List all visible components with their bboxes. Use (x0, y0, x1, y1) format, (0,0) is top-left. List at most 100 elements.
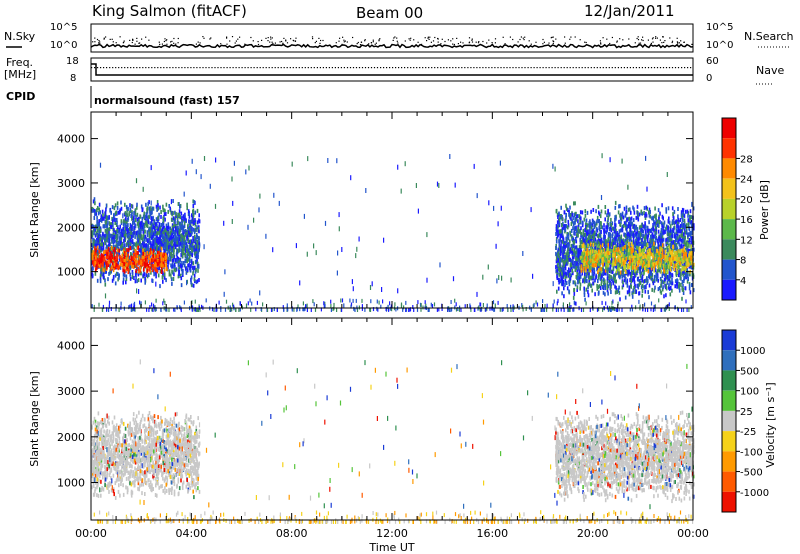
heatmap-cell (575, 260, 577, 265)
nsearch-dot (437, 41, 439, 43)
heatmap-cell (191, 248, 193, 253)
heatmap-cell (639, 273, 642, 278)
heatmap-cell (555, 239, 558, 244)
heatmap-cell (556, 289, 558, 294)
heatmap-cell (584, 209, 587, 214)
heatmap-cell (692, 206, 695, 211)
heatmap-cell (186, 206, 188, 211)
heatmap-cell (153, 243, 156, 248)
nave-dot (292, 67, 294, 69)
nave-dot (112, 67, 114, 69)
nsearch-dot (468, 41, 471, 43)
heatmap-cell (160, 253, 162, 258)
nave-dot (458, 67, 460, 69)
heatmap-cell (609, 246, 611, 251)
heatmap-cell (571, 219, 574, 224)
nave-dot (500, 67, 502, 69)
heatmap-cell (589, 226, 591, 231)
nave-dot (196, 67, 198, 69)
heatmap-cell (641, 229, 644, 234)
heatmap-cell (94, 268, 97, 273)
nave-dot (401, 67, 403, 69)
heatmap-cell (194, 210, 197, 215)
heatmap-cell (101, 266, 104, 271)
heatmap-cell (130, 264, 132, 269)
heatmap-cell (601, 279, 603, 284)
heatmap-cell (568, 209, 570, 214)
heatmap-cell (100, 214, 103, 219)
heatmap-cell (167, 225, 170, 230)
heatmap-cell (616, 233, 619, 238)
heatmap-cell (146, 264, 148, 269)
heatmap-cell (99, 210, 101, 215)
nave-dot (509, 67, 511, 69)
heatmap-cell (594, 292, 596, 297)
heatmap-cell (626, 239, 629, 244)
heatmap-cell (555, 237, 558, 241)
heatmap-cell (121, 253, 123, 258)
heatmap-cell (111, 216, 113, 221)
nsearch-dot (502, 36, 504, 38)
heatmap-cell (663, 277, 666, 282)
nave-dot (524, 67, 526, 69)
heatmap-cell (131, 240, 134, 245)
heatmap-cell (116, 218, 118, 222)
heatmap-cell (619, 213, 621, 218)
heatmap-cell (106, 216, 109, 221)
heatmap-cell (138, 228, 141, 233)
heatmap-cell (678, 234, 681, 239)
heatmap-cell (681, 226, 684, 231)
heatmap-cell (146, 251, 148, 255)
nsearch-dot (341, 43, 343, 45)
heatmap-cell (148, 200, 150, 205)
nave-dot (440, 67, 442, 69)
nave-dot (367, 67, 370, 69)
nsearch-dot (285, 40, 287, 42)
heatmap-cell (143, 272, 146, 277)
nave-dot (265, 67, 267, 69)
heatmap-cell (163, 268, 166, 273)
nave-dot (151, 67, 153, 69)
nsearch-dot (427, 37, 429, 39)
heatmap-cell (632, 218, 635, 223)
heatmap-cell (559, 234, 561, 239)
heatmap-cell (160, 244, 163, 249)
heatmap-cell (565, 206, 568, 211)
heatmap-cell (612, 280, 615, 285)
heatmap-cell (101, 242, 103, 247)
heatmap-cell (99, 237, 102, 241)
heatmap-cell (103, 265, 105, 270)
heatmap-cell (622, 241, 624, 246)
nsearch-dot (274, 42, 276, 44)
nave-dot (428, 67, 430, 69)
heatmap-cell (594, 278, 596, 283)
nave-dot (476, 67, 478, 69)
heatmap-cell (648, 283, 651, 288)
heatmap-cell (131, 232, 134, 237)
heatmap-cell (626, 290, 629, 295)
heatmap-cell (626, 224, 629, 229)
heatmap-cell (606, 220, 609, 225)
heatmap-cell (133, 261, 136, 266)
heatmap-cell (130, 214, 132, 218)
heatmap-cell (150, 223, 153, 228)
heatmap-cell (683, 269, 685, 274)
heatmap-cell (146, 224, 149, 228)
heatmap-cell (665, 209, 668, 214)
heatmap-cell (603, 238, 606, 243)
heatmap-cell (156, 223, 158, 228)
heatmap-cell (91, 260, 94, 265)
heatmap-cell (114, 250, 116, 255)
heatmap-cell (104, 220, 107, 225)
heatmap-cell (648, 274, 650, 279)
heatmap-cell (179, 224, 181, 229)
nave-dot (340, 67, 342, 69)
heatmap-cell (145, 273, 148, 278)
heatmap-cell (160, 210, 162, 214)
heatmap-cell (678, 273, 680, 278)
heatmap-cell (670, 232, 672, 237)
heatmap-cell (567, 236, 570, 241)
heatmap-cell (157, 247, 159, 252)
heatmap-cell (118, 240, 120, 245)
heatmap-cell (661, 214, 664, 219)
